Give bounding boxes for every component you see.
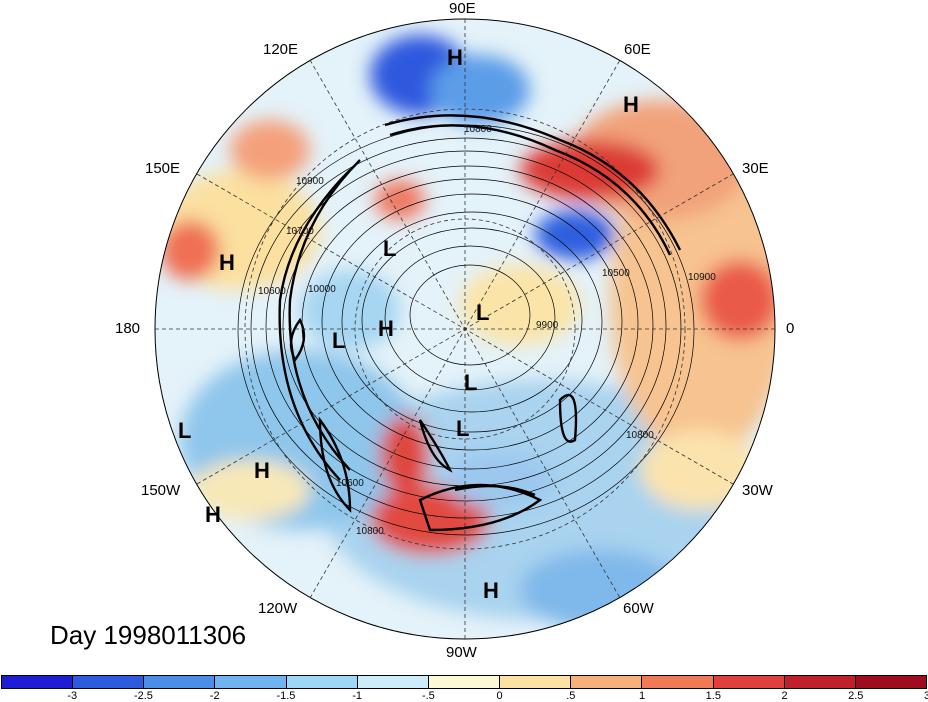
- anomaly-shading: [155, 19, 775, 639]
- contour-label: 10000: [308, 284, 336, 295]
- high-center: H: [219, 250, 235, 275]
- lon-label-150w: 150W: [141, 482, 181, 499]
- colorbar-tick-label: 0: [496, 690, 503, 702]
- colorbar-tick-label: 2: [781, 690, 788, 702]
- contour-label: 9900: [536, 320, 559, 331]
- colorbar-tick-label: 2.5: [848, 690, 864, 702]
- contour-label: 10700: [286, 226, 314, 237]
- colorbar-tick-label: .5: [566, 690, 576, 702]
- lon-label-90e: 90E: [449, 0, 476, 17]
- lon-label-30w: 30W: [742, 482, 773, 499]
- contour-label: 10600: [258, 286, 286, 297]
- colorbar-tick-label: -2.5: [133, 690, 153, 702]
- lon-label-150e: 150E: [145, 160, 181, 177]
- colorbar-segment: [428, 676, 501, 688]
- colorbar-tick-label: 3: [923, 690, 928, 702]
- colorbar-segment: [215, 676, 287, 688]
- contour-label: 10800: [464, 124, 492, 135]
- contour-label: 10800: [356, 526, 384, 537]
- polar-map: [154, 18, 776, 640]
- contour-label: 10800: [626, 430, 654, 441]
- graticule: [155, 19, 775, 639]
- colorbar-tick-label: -2: [209, 690, 220, 702]
- high-center: H: [205, 502, 221, 527]
- colorbar-tick-label: -1: [352, 690, 363, 702]
- colorbar-segment: [571, 676, 643, 688]
- lon-label-30e: 30E: [742, 160, 769, 177]
- low-center: L: [464, 370, 478, 395]
- colorbar-tick-label: -.5: [421, 690, 435, 702]
- colorbar-segment: [642, 676, 714, 688]
- colorbar-tick-label: 1: [639, 690, 646, 702]
- high-center: H: [623, 92, 639, 117]
- jet-isotachs: [278, 114, 682, 532]
- contour-label: 10900: [688, 272, 716, 283]
- colorbar-tick-label: -3: [67, 690, 78, 702]
- high-center: H: [483, 578, 499, 603]
- colorbar-segment: [73, 676, 145, 688]
- map-title: Day 1998011306: [50, 620, 247, 650]
- lon-label-0: 0: [786, 320, 795, 337]
- high-center: H: [254, 458, 270, 483]
- lon-label-90w: 90W: [446, 644, 477, 661]
- contour-label: 10600: [336, 478, 364, 489]
- colorbar-segment: [144, 676, 216, 688]
- colorbar-segment: [855, 676, 927, 688]
- low-center: L: [383, 236, 397, 261]
- contour-label: 10900: [296, 176, 324, 187]
- contour-label: 10500: [602, 268, 630, 279]
- colorbar-segment: [286, 676, 358, 688]
- colorbar-segment: [784, 676, 856, 688]
- colorbar-segment: [357, 676, 429, 688]
- lon-label-60w: 60W: [623, 600, 654, 617]
- low-center: L: [178, 418, 192, 443]
- low-center: L: [456, 416, 470, 441]
- lon-label-180: 180: [115, 320, 141, 337]
- colorbar-segment: [713, 676, 785, 688]
- lon-label-120w: 120W: [258, 600, 298, 617]
- colorbar-tick-label: -1.5: [276, 690, 296, 702]
- colorbar: [1, 675, 927, 689]
- low-center: L: [476, 300, 490, 325]
- colorbar-segment: [2, 676, 74, 688]
- high-center: H: [378, 316, 394, 341]
- low-center: L: [332, 328, 346, 353]
- colorbar-segment: [500, 676, 572, 688]
- lon-label-60e: 60E: [624, 41, 651, 58]
- colorbar-tick-label: 1.5: [705, 690, 721, 702]
- lon-label-120e: 120E: [263, 41, 299, 58]
- high-center: H: [447, 45, 463, 70]
